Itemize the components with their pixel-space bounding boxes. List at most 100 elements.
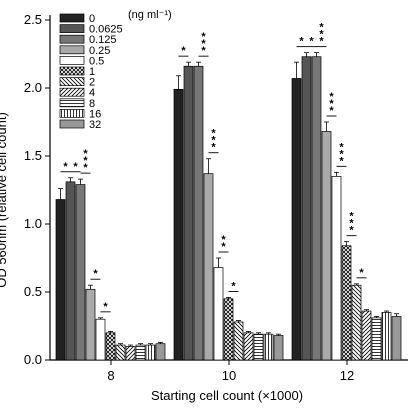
bar bbox=[263, 333, 274, 361]
significance-star: * bbox=[299, 36, 304, 48]
legend-swatch bbox=[59, 87, 85, 97]
legend-label: 8 bbox=[89, 98, 95, 110]
bar bbox=[233, 321, 244, 361]
legend-label: 0.125 bbox=[89, 34, 117, 46]
significance-star: * bbox=[349, 211, 354, 223]
significance-star: * bbox=[221, 241, 226, 253]
significance-star: * bbox=[319, 36, 324, 48]
bar bbox=[155, 343, 166, 361]
bar bbox=[361, 310, 372, 361]
legend-swatch bbox=[59, 119, 85, 129]
legend-label: 0 bbox=[89, 13, 95, 25]
bar bbox=[351, 284, 362, 361]
x-tick-label: 8 bbox=[107, 368, 114, 383]
bar bbox=[145, 344, 156, 361]
significance-star: * bbox=[103, 301, 108, 313]
bar bbox=[213, 267, 224, 361]
legend-label: 2 bbox=[89, 77, 95, 89]
bar bbox=[105, 332, 116, 361]
legend-swatch bbox=[59, 77, 85, 86]
legend-unit: (ng ml⁻¹) bbox=[128, 9, 172, 21]
y-tick-label: 0.0 bbox=[24, 352, 42, 367]
significance-star: * bbox=[339, 155, 344, 167]
y-tick-label: 1.0 bbox=[24, 216, 42, 231]
significance-star: * bbox=[231, 280, 236, 292]
significance-star: * bbox=[359, 267, 364, 279]
significance-star: * bbox=[329, 98, 334, 110]
bar bbox=[273, 335, 284, 361]
bar bbox=[135, 344, 146, 361]
significance-star: * bbox=[319, 22, 324, 34]
bar bbox=[203, 173, 214, 361]
bar bbox=[243, 332, 254, 361]
bar bbox=[115, 344, 126, 361]
bar bbox=[125, 346, 136, 361]
legend-swatch bbox=[59, 109, 85, 118]
significance-star: * bbox=[211, 135, 216, 147]
bar bbox=[223, 298, 234, 361]
legend-swatch bbox=[59, 13, 85, 23]
bar bbox=[291, 78, 302, 361]
bar bbox=[331, 176, 342, 361]
legend-label: 0.0625 bbox=[89, 24, 123, 36]
y-tick-label: 0.5 bbox=[24, 284, 42, 299]
legend-swatch bbox=[59, 24, 85, 33]
significance-star: * bbox=[63, 161, 68, 173]
bar bbox=[371, 317, 382, 361]
legend-label: 0.25 bbox=[89, 45, 110, 57]
bar bbox=[173, 89, 184, 361]
x-axis-title: Starting cell count (×1000) bbox=[151, 388, 303, 403]
significance-star: * bbox=[83, 148, 88, 160]
significance-star: * bbox=[329, 105, 334, 117]
bar bbox=[85, 288, 96, 361]
x-tick-label: 12 bbox=[340, 368, 354, 383]
bar bbox=[65, 181, 76, 361]
bar bbox=[253, 333, 264, 361]
significance-star: * bbox=[201, 31, 206, 43]
legend-label: 1 bbox=[89, 66, 95, 78]
bar bbox=[55, 199, 66, 361]
bar bbox=[341, 245, 352, 361]
significance-star: * bbox=[329, 91, 334, 103]
significance-star: * bbox=[83, 155, 88, 167]
legend-swatch bbox=[59, 66, 85, 76]
significance-star: * bbox=[83, 162, 88, 174]
significance-star: * bbox=[319, 29, 324, 41]
legend-label: 4 bbox=[89, 87, 95, 99]
y-tick-label: 2.0 bbox=[24, 80, 42, 95]
significance-star: * bbox=[201, 45, 206, 57]
significance-star: * bbox=[339, 141, 344, 153]
legend-swatch bbox=[59, 34, 85, 44]
significance-star: * bbox=[93, 268, 98, 280]
bar bbox=[311, 56, 322, 361]
y-tick-label: 2.5 bbox=[24, 12, 42, 27]
bar bbox=[75, 184, 86, 361]
x-tick-label: 10 bbox=[222, 368, 236, 383]
plot-area: 0.00.51.01.52.02.58 10 12* * ****** *********… bbox=[24, 12, 408, 383]
legend-label: 0.5 bbox=[89, 55, 104, 67]
significance-star: * bbox=[211, 142, 216, 154]
y-axis-title: OD 560nm (relative cell count) bbox=[0, 112, 9, 288]
bar bbox=[391, 316, 402, 361]
significance-star: * bbox=[181, 45, 186, 57]
legend-swatch bbox=[59, 56, 85, 65]
bar bbox=[321, 131, 332, 361]
bar bbox=[301, 56, 312, 361]
significance-star: * bbox=[73, 161, 78, 173]
significance-star: * bbox=[349, 225, 354, 237]
significance-star: * bbox=[221, 234, 226, 246]
legend-label: 32 bbox=[89, 119, 101, 131]
bar bbox=[193, 65, 204, 361]
bar bbox=[183, 65, 194, 361]
legend-swatch bbox=[59, 45, 85, 55]
significance-star: * bbox=[309, 36, 314, 48]
significance-star: * bbox=[349, 218, 354, 230]
bar bbox=[381, 312, 392, 361]
legend-swatch bbox=[59, 98, 85, 108]
significance-star: * bbox=[201, 38, 206, 50]
bar bbox=[95, 318, 106, 361]
significance-star: * bbox=[211, 128, 216, 140]
legend-label: 16 bbox=[89, 108, 101, 120]
y-tick-label: 1.5 bbox=[24, 148, 42, 163]
